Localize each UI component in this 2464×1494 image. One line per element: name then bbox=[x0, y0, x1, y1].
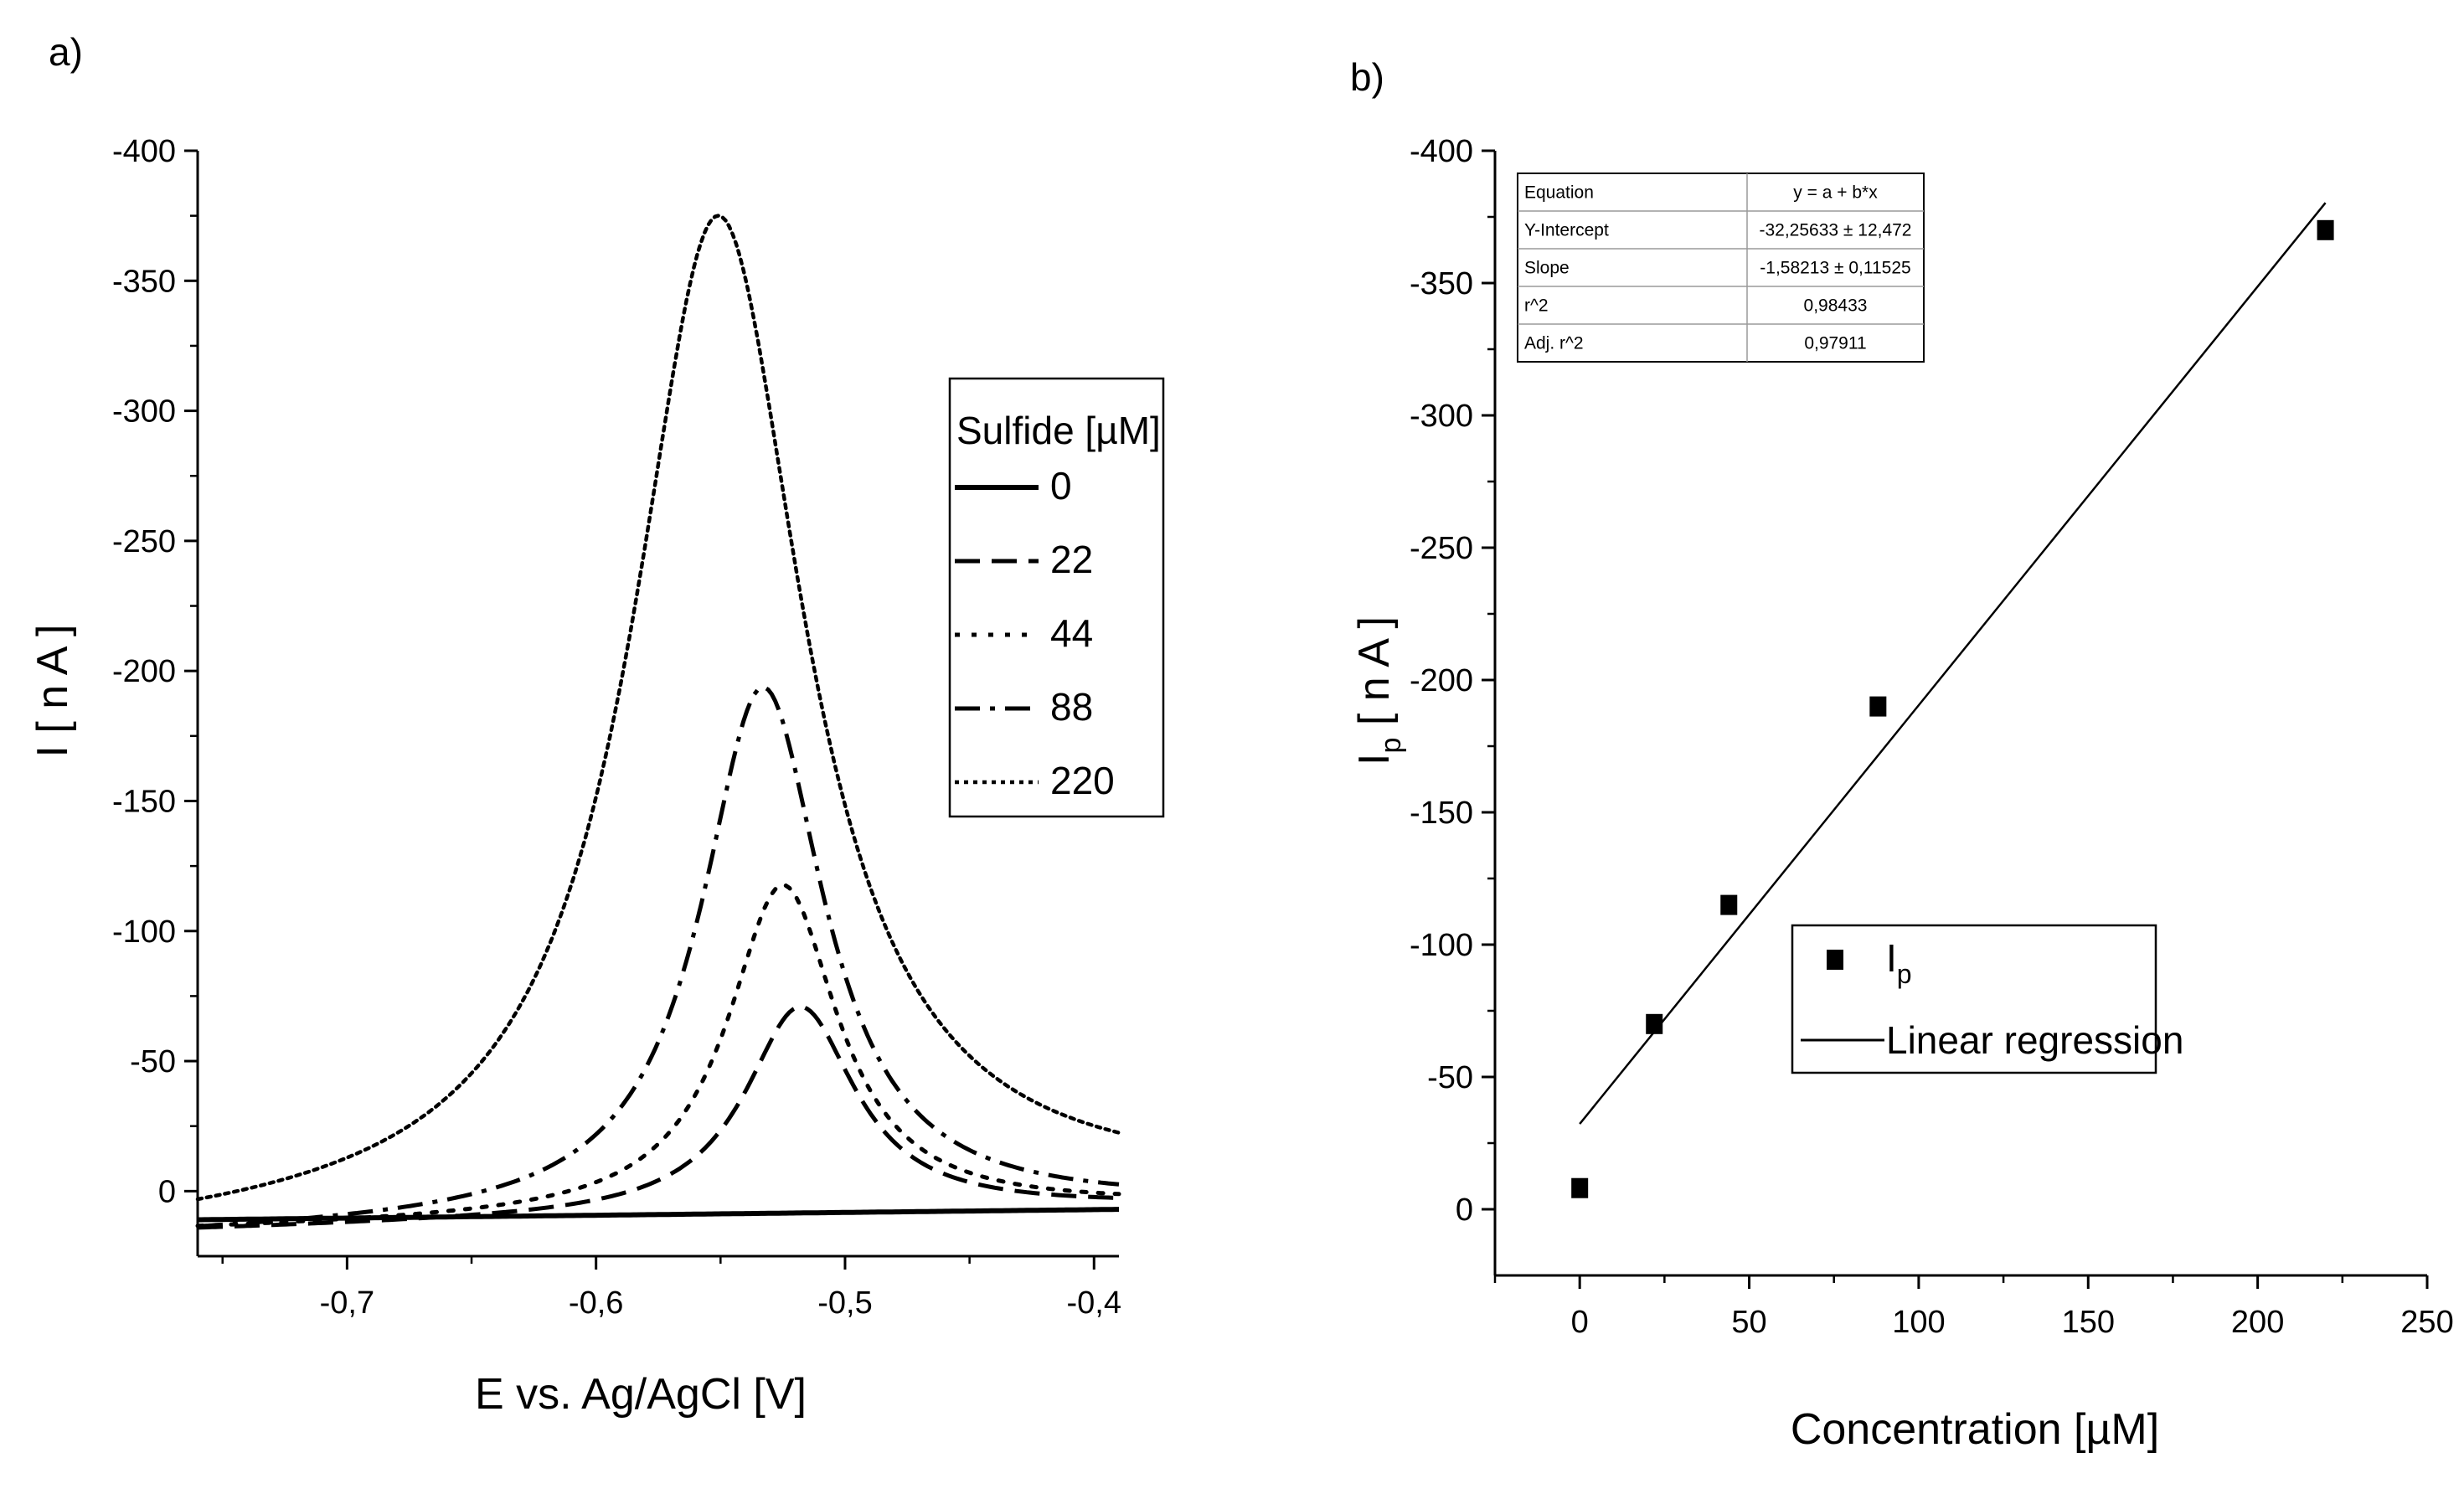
regression-table: Equation y = a + b*x Y-Intercept -32,25633 … bbox=[1517, 173, 1925, 363]
chart-b-x-tick-label: 200 bbox=[2231, 1305, 2284, 1340]
regression-table-cell-label: Adj. r^2 bbox=[1524, 334, 1584, 353]
chart-b-y-axis-title-unit: [ n A ] bbox=[1350, 616, 1399, 738]
chart-a-legend: Sulfide [µM] 0 22 44 88 220 bbox=[948, 377, 1165, 818]
chart-b-legend-ip-symbol: I bbox=[1886, 936, 1897, 980]
chart-a-series-88 bbox=[197, 685, 1120, 1229]
chart-a-axes bbox=[196, 151, 1119, 1258]
chart-b-y-axis-title: Ip [ n A ] bbox=[1350, 616, 1407, 765]
regression-table-frame bbox=[1517, 173, 1925, 363]
chart-b-x-tick-label: 150 bbox=[2062, 1305, 2115, 1340]
chart-a-y-tick-label: -200 bbox=[112, 654, 176, 689]
chart-b-x-tick-label: 50 bbox=[1731, 1305, 1766, 1340]
regression-table-cell-value: -1,58213 ± 0,11525 bbox=[1760, 259, 1910, 278]
chart-b-legend-ip-subscript: p bbox=[1897, 959, 1912, 989]
chart-b-y-tick-label: -400 bbox=[1410, 134, 1473, 169]
regression-line bbox=[1579, 202, 2327, 1125]
chart-a-series-44 bbox=[195, 883, 1121, 1229]
chart-a-legend-label-0: 0 bbox=[1050, 464, 1072, 507]
regression-table-cell-label: Y-Intercept bbox=[1524, 221, 1609, 240]
chart-a-legend-label-220: 220 bbox=[1050, 759, 1115, 802]
chart-a-legend-label-44: 44 bbox=[1050, 611, 1093, 655]
chart-a-legend-frame bbox=[948, 377, 1165, 818]
chart-b-y-tick-label: -250 bbox=[1410, 531, 1473, 566]
data-point bbox=[2317, 219, 2334, 240]
regression-table-cell-value: 0,98433 bbox=[1804, 296, 1868, 316]
chart-a-x-tick-label: -0,6 bbox=[569, 1285, 623, 1321]
regression-table-cell-value: 0,97911 bbox=[1804, 334, 1866, 353]
svg-text:Ip [ n A ]: Ip [ n A ] bbox=[1350, 616, 1407, 765]
chart-b-y-tick-label: -50 bbox=[1427, 1060, 1473, 1095]
regression-table-cell-label: Slope bbox=[1524, 259, 1570, 278]
chart-a-x-tick-label: -0,7 bbox=[320, 1285, 374, 1321]
chart-b-legend-marker-square bbox=[1827, 950, 1843, 970]
chart-b-data bbox=[1571, 202, 2334, 1198]
chart-a-x-axis-title: E vs. Ag/AgCl [V] bbox=[475, 1370, 807, 1419]
chart-b-legend-frame bbox=[1791, 924, 2157, 1074]
chart-a-legend-title: Sulfide [µM] bbox=[956, 409, 1161, 452]
chart-a-y-tick-label: -250 bbox=[112, 524, 176, 559]
chart-a-ticks: 0 -50 -100 -150 -200 -250 -300 -350 -400 -0,7 -0,6… bbox=[112, 134, 1121, 1321]
chart-a-x-tick-label: -0,5 bbox=[817, 1285, 872, 1321]
chart-b-y-tick-label: -150 bbox=[1410, 796, 1473, 831]
chart-b-y-axis-title-symbol: I bbox=[1350, 754, 1399, 765]
chart-b-y-tick-label: -300 bbox=[1410, 399, 1473, 434]
regression-table-cell-label: Equation bbox=[1524, 183, 1594, 203]
chart-a-y-tick-label: -150 bbox=[112, 784, 176, 819]
chart-b-x-axis-title: Concentration [µM] bbox=[1791, 1405, 2159, 1454]
regression-table-cell-value: -32,25633 ± 12,472 bbox=[1759, 221, 1911, 240]
chart-a-y-tick-label: -50 bbox=[130, 1044, 176, 1079]
chart-b-legend-label-ip: Ip bbox=[1886, 936, 1912, 989]
chart-b: 0 -50 -100 -150 -200 -250 -300 -350 -400 0 50 100 15… bbox=[1350, 134, 2454, 1454]
chart-a-y-tick-label: -100 bbox=[112, 914, 176, 950]
data-point bbox=[1571, 1177, 1589, 1198]
chart-a-series-22 bbox=[197, 1004, 1120, 1230]
chart-b-y-tick-label: -200 bbox=[1410, 663, 1473, 698]
chart-b-x-tick-label: 0 bbox=[1571, 1305, 1589, 1340]
chart-a-legend-entries: 0 22 44 88 220 bbox=[955, 464, 1115, 802]
chart-b-axes bbox=[1493, 151, 2427, 1277]
chart-a-y-tick-label: 0 bbox=[158, 1174, 176, 1209]
panel-b-label: b) bbox=[1350, 55, 1384, 99]
chart-a-legend-label-88: 88 bbox=[1050, 685, 1093, 729]
chart-a-y-tick-label: -350 bbox=[112, 264, 176, 299]
chart-b-x-tick-label: 100 bbox=[1892, 1305, 1945, 1340]
chart-a-y-tick-label: -400 bbox=[112, 134, 176, 169]
chart-a-series-group bbox=[195, 214, 1121, 1230]
chart-b-y-tick-label: 0 bbox=[1456, 1193, 1473, 1228]
regression-table-cell-label: r^2 bbox=[1524, 296, 1549, 316]
data-point bbox=[1720, 894, 1738, 915]
chart-a-legend-label-22: 22 bbox=[1050, 538, 1093, 581]
data-point bbox=[1646, 1013, 1663, 1034]
chart-a-x-tick-label: -0,4 bbox=[1067, 1285, 1121, 1321]
chart-b-y-tick-label: -100 bbox=[1410, 928, 1473, 963]
chart-b-ticks: 0 -50 -100 -150 -200 -250 -300 -350 -400 0 50 100 15… bbox=[1410, 134, 2454, 1340]
regression-table-cell-value: y = a + b*x bbox=[1793, 183, 1878, 203]
chart-b-y-axis-title-subscript: p bbox=[1375, 738, 1407, 754]
chart-a: 0 -50 -100 -150 -200 -250 -300 -350 -400 -0,7 -0,6… bbox=[28, 134, 1165, 1419]
chart-b-legend: Ip Linear regression bbox=[1791, 924, 2183, 1074]
chart-a-y-tick-label: -300 bbox=[112, 394, 176, 430]
chart-b-x-tick-label: 250 bbox=[2400, 1305, 2453, 1340]
panel-a-label: a) bbox=[49, 30, 83, 74]
data-point bbox=[1869, 696, 1887, 717]
chart-b-y-tick-label: -350 bbox=[1410, 266, 1473, 301]
chart-a-y-axis-title: I [ n A ] bbox=[28, 625, 77, 758]
chart-a-series-220 bbox=[195, 214, 1121, 1202]
chart-b-legend-label-regression: Linear regression bbox=[1886, 1018, 2183, 1062]
